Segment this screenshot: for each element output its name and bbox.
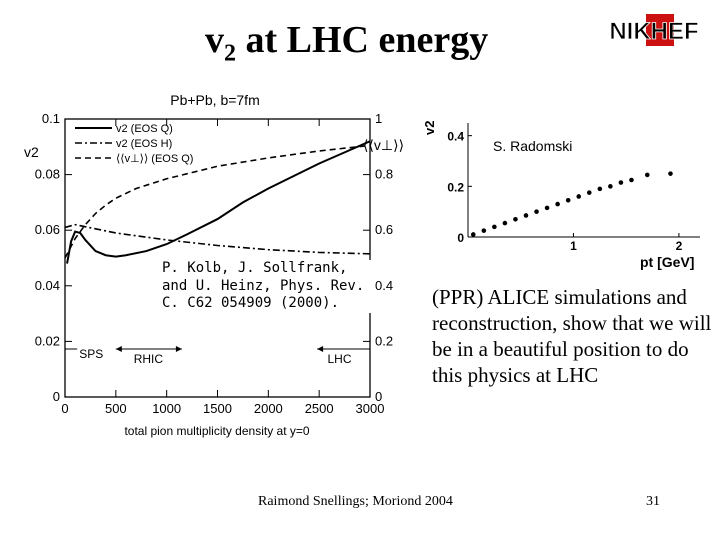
data-point	[544, 205, 550, 211]
lhc-label: LHC	[327, 352, 351, 366]
y-tick-label: 0	[457, 231, 464, 245]
data-point	[481, 228, 487, 233]
x-tick-label: 1000	[152, 401, 181, 416]
legend-entry: v2 (EOS Q)	[116, 123, 173, 135]
body-text: (PPR) ALICE simulations and reconstructi…	[432, 285, 712, 387]
series-line	[66, 140, 371, 264]
y-tick-label-right: 0.4	[375, 278, 393, 293]
y-tick-label-right: 0.2	[375, 333, 393, 348]
logo-red-block	[646, 14, 674, 46]
y-axis-label-left: v2	[24, 144, 39, 160]
legend-entry: v2 (EOS H)	[116, 138, 172, 150]
x-tick-label: 2500	[305, 401, 334, 416]
y-axis-label-right: ⟨⟨v⊥⟩⟩	[363, 137, 404, 153]
data-point	[586, 190, 592, 195]
rhic-label: RHIC	[134, 352, 164, 366]
y-tick-label-left: 0.06	[35, 222, 60, 237]
data-point	[618, 180, 624, 185]
y-tick-label: 0.4	[447, 130, 464, 144]
nikhef-logo: NIKHEF	[609, 14, 699, 46]
y-tick-label-right: 0.8	[375, 167, 393, 182]
legend-entry: ⟨⟨v⊥⟩⟩ (EOS Q)	[116, 153, 193, 165]
data-point	[644, 172, 650, 178]
x-tick-label: 500	[105, 401, 127, 416]
data-point	[608, 184, 613, 189]
y-tick-label-right: 1	[375, 111, 382, 126]
radomski-v2-pt-chart: 0 0.2 0.4 1 2 S. Radomski pt [GeV] v2	[422, 121, 700, 270]
x-axis-label: pt [GeV]	[640, 254, 694, 270]
x-tick-label: 2	[676, 239, 683, 253]
y-tick-label-right: 0	[375, 389, 382, 404]
y-tick-label-left: 0.08	[35, 167, 60, 182]
lhc-arrow-head	[317, 346, 324, 352]
slide-title: v2 at LHC energy	[205, 19, 489, 67]
data-point	[513, 216, 518, 222]
footer-text: Raimond Snellings; Moriond 2004	[258, 494, 453, 509]
data-point	[565, 197, 571, 203]
page-number: 31	[646, 494, 660, 509]
sps-label: SPS	[79, 347, 103, 361]
y-tick-label-left: 0.04	[35, 278, 60, 293]
rhic-arrow-head-right	[175, 346, 182, 352]
rhic-arrow-head-left	[115, 346, 122, 352]
multiplicity-v2-chart: 0 500 1000 1500 2000 2500 300000.020.040.060.0…	[24, 92, 404, 438]
y-tick-label-right: 0.6	[375, 222, 393, 237]
y-tick-label: 0.2	[447, 180, 464, 194]
data-point	[668, 171, 673, 176]
data-point	[502, 220, 508, 226]
y-tick-label-left: 0.1	[42, 111, 60, 126]
chart-title: Pb+Pb, b=7fm	[170, 92, 260, 108]
data-point	[523, 213, 529, 218]
x-tick-label: 1	[570, 239, 577, 253]
series-line	[64, 144, 371, 259]
y-tick-label-left: 0	[53, 389, 60, 404]
series-line	[64, 223, 371, 255]
data-point	[576, 194, 582, 199]
citation-text: P. Kolb, J. Sollfrank, and U. Heinz, Phy…	[162, 260, 372, 313]
data-point	[597, 186, 603, 192]
data-point	[492, 224, 497, 230]
data-point	[470, 232, 476, 237]
x-tick-label: 2000	[254, 401, 283, 416]
data-point	[534, 209, 539, 214]
data-point	[629, 177, 634, 183]
x-tick-label: 1500	[203, 401, 232, 416]
chart-credit: S. Radomski	[493, 138, 572, 154]
logo-text: NIKHEF	[609, 18, 698, 45]
y-tick-label-left: 0.02	[35, 333, 60, 348]
data-point	[555, 201, 560, 207]
y-axis-label: v2	[422, 121, 437, 135]
x-axis-label: total pion multiplicity density at y=0	[124, 424, 309, 438]
x-tick-label: 0	[61, 401, 68, 416]
x-tick-label: 3000	[356, 401, 385, 416]
